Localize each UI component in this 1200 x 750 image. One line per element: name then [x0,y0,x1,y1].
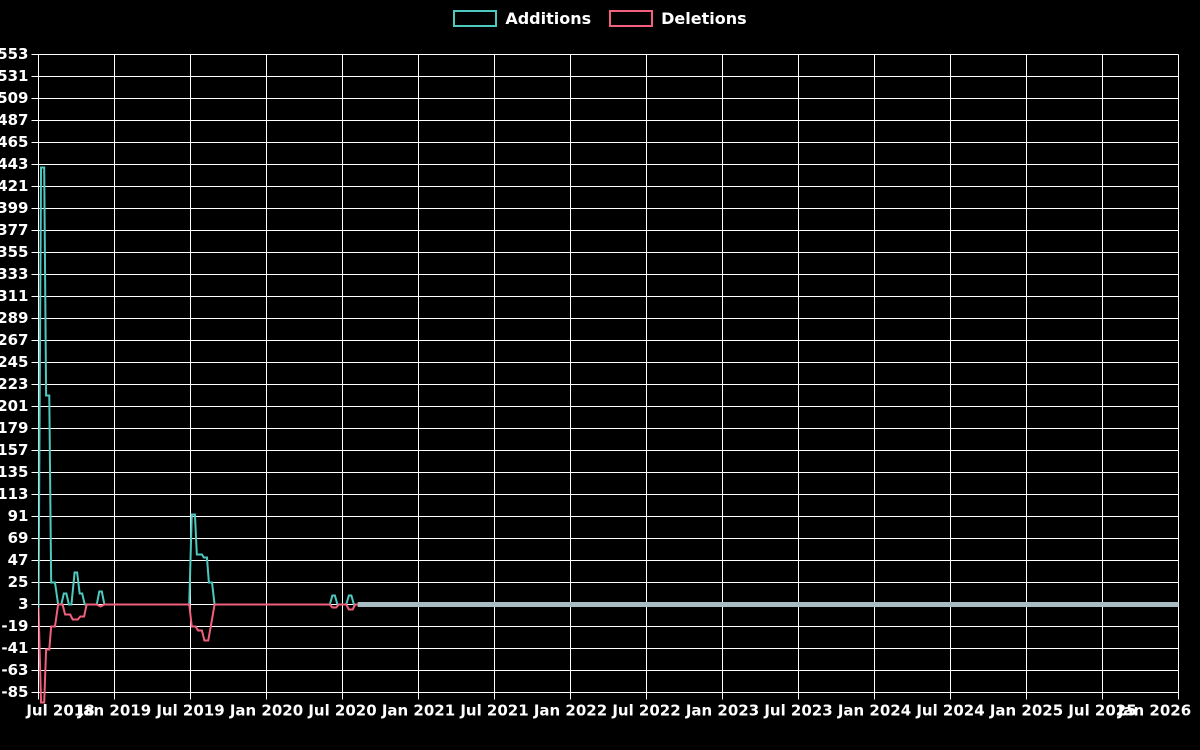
vertical-gridlines [37,54,1180,693]
x-tick-label: Jan 2025 [989,702,1063,720]
y-tick-label: 47 [8,551,29,569]
y-tick-label: 531 [0,67,29,85]
data-series-layer [38,166,1179,704]
y-tick-label: 25 [8,573,29,591]
y-tick-label: 509 [0,89,29,107]
legend-swatch-additions [453,9,498,27]
x-tick-label: Jan 2024 [837,702,911,720]
y-tick-label: 289 [0,309,29,327]
y-tick-label: 311 [0,287,29,305]
series-line-deletions [38,603,1179,704]
x-tick-label: Jan 2026 [1117,702,1191,720]
y-tick-label: -19 [1,617,28,635]
series-line-additions [38,166,1179,608]
y-axis-tick-labels: 553 531 509 487 465 443 421 399 377 355 333 311 289 2… [0,45,29,701]
y-tick-label: 355 [0,243,29,261]
x-tick-label: Jul 2023 [763,702,832,720]
x-tick-label: Jul 2019 [155,702,224,720]
legend-label-deletions: Deletions [661,8,747,28]
y-tick-label: -63 [1,661,28,679]
x-tick-label: Jul 2025 [1067,702,1136,720]
y-tick-label: 443 [0,155,29,173]
x-axis-ticks [37,692,1180,700]
x-tick-label: Jan 2020 [229,702,303,720]
x-tick-label: Jul 2021 [459,702,528,720]
y-tick-label: 333 [0,265,29,283]
y-tick-label: 69 [8,529,29,547]
legend-item-additions[interactable]: Additions [453,9,591,28]
y-tick-label: 267 [0,331,29,349]
y-tick-label: 201 [0,397,29,415]
x-tick-label: Jul 2018 [25,702,94,720]
y-tick-label: 91 [8,507,29,525]
y-tick-label: 465 [0,133,29,151]
y-tick-label: 553 [0,45,29,63]
y-tick-label: 157 [0,441,29,459]
x-tick-label: Jul 2022 [611,702,680,720]
chart-legend: Additions Deletions [0,0,1200,36]
horizontal-gridlines [38,53,1179,694]
x-tick-label: Jul 2024 [915,702,984,720]
y-tick-label: -85 [1,683,28,701]
y-tick-label: 377 [0,221,29,239]
x-tick-label: Jan 2023 [685,702,759,720]
x-tick-label: Jan 2019 [77,702,151,720]
y-tick-label: 3 [18,595,28,613]
y-tick-label: 421 [0,177,29,195]
y-tick-label: 223 [0,375,29,393]
legend-label-additions: Additions [505,8,592,28]
x-tick-label: Jan 2021 [381,702,455,720]
x-tick-label: Jul 2020 [307,702,376,720]
y-tick-label: 135 [0,463,29,481]
y-axis-ticks [31,53,39,694]
y-tick-label: -41 [1,639,28,657]
x-tick-label: Jan 2022 [533,702,607,720]
y-tick-label: 179 [0,419,29,437]
y-tick-label: 487 [0,111,29,129]
y-tick-label: 245 [0,353,29,371]
legend-swatch-deletions [609,9,654,27]
y-tick-label: 113 [0,485,29,503]
legend-item-deletions[interactable]: Deletions [609,9,747,28]
y-tick-label: 399 [0,199,29,217]
